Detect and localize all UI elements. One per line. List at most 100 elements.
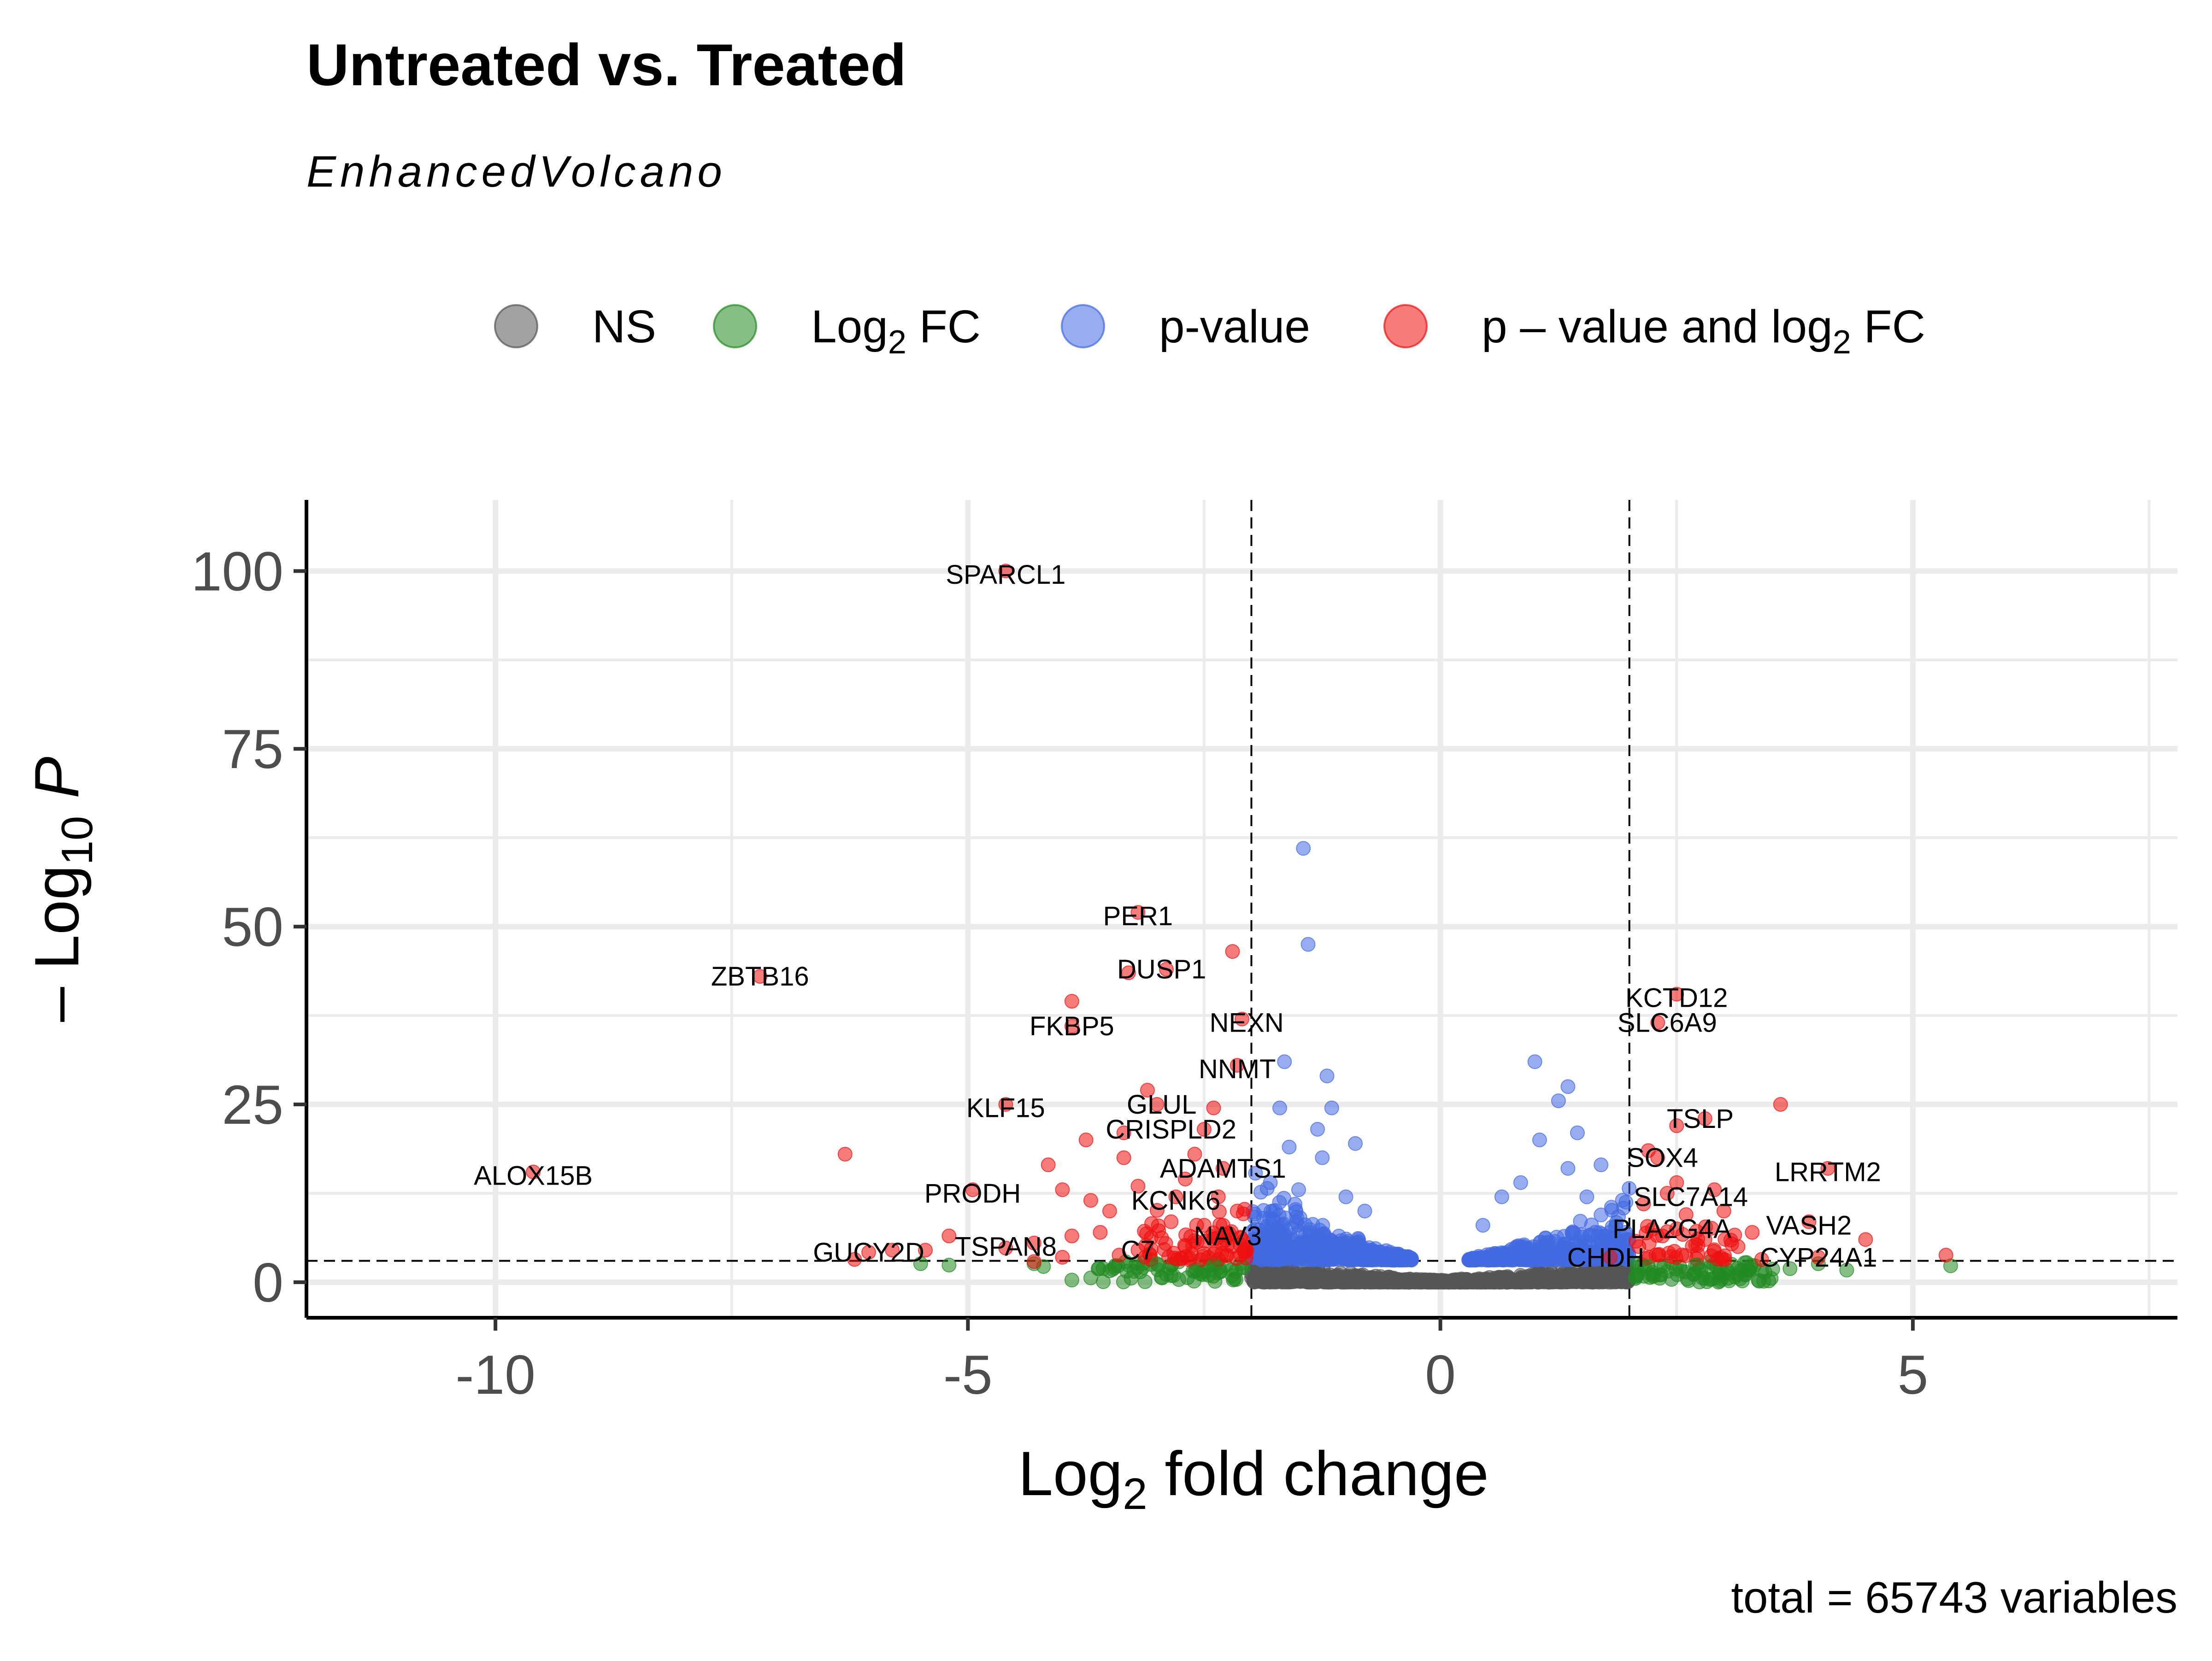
legend-label-pfc: p – value and log2 FC	[1482, 301, 1925, 361]
y-tick-label: 100	[191, 540, 283, 602]
legend: NS Log2 FC p-value p – value and log2 FC	[494, 301, 1925, 361]
data-points	[526, 563, 1958, 1290]
y-axis-label-gap	[22, 798, 92, 816]
gene-label: CHDH	[1567, 1243, 1645, 1273]
x-tick-label: -10	[455, 1344, 535, 1406]
significant-point	[1102, 1203, 1117, 1219]
logfc-point	[1783, 1261, 1798, 1276]
significant-point	[1041, 1157, 1056, 1173]
pvalue-point	[1494, 1189, 1509, 1204]
y-tick-label: 0	[253, 1252, 283, 1314]
ns-point	[1271, 1273, 1287, 1288]
ns-point	[1351, 1274, 1366, 1290]
gene-label: FKBP5	[1030, 1011, 1114, 1041]
significant-point	[1678, 1248, 1693, 1263]
legend-text: p – value and log	[1482, 301, 1833, 352]
pvalue-point	[1288, 1204, 1304, 1219]
logfc-point	[1839, 1262, 1854, 1278]
pvalue-point	[1482, 1252, 1497, 1268]
pvalue-point	[1324, 1100, 1339, 1115]
y-tick-label: 50	[222, 896, 283, 958]
significant-point	[1116, 1125, 1131, 1140]
significant-point	[1116, 1150, 1131, 1165]
significant-point	[1206, 1100, 1221, 1115]
significant-point	[1177, 1172, 1193, 1187]
labeled-point	[1820, 1161, 1835, 1176]
gene-label: ALOX15B	[474, 1161, 593, 1191]
pvalue-point	[1609, 1215, 1624, 1230]
significant-point	[1858, 1232, 1873, 1247]
labeled-point	[1650, 1015, 1665, 1030]
y-axis-label-sub: 10	[53, 816, 102, 865]
pvalue-point	[1541, 1234, 1556, 1250]
significant-point	[1055, 1250, 1070, 1265]
labeled-point	[1196, 1121, 1212, 1137]
labeled-point	[965, 1182, 980, 1197]
labeled-point	[1159, 962, 1174, 977]
significant-point	[1745, 1225, 1760, 1240]
logfc-point	[1736, 1262, 1752, 1277]
legend-swatch-pfc	[1383, 304, 1428, 348]
pvalue-point	[1506, 1252, 1522, 1267]
significant-point	[1130, 1179, 1146, 1194]
logfc-point	[1102, 1263, 1117, 1279]
logfc-point	[941, 1257, 957, 1273]
significant-point	[918, 1243, 933, 1258]
pvalue-point	[1618, 1244, 1633, 1260]
logfc-point	[1641, 1259, 1656, 1274]
pvalue-point	[1529, 1246, 1544, 1262]
significant-point	[1707, 1182, 1722, 1197]
pvalue-point	[1464, 1252, 1479, 1267]
logfc-point	[1124, 1271, 1139, 1286]
labeled-point	[1149, 1097, 1165, 1112]
significant-point	[1704, 1221, 1719, 1236]
chart-caption: total = 65743 variables	[1731, 1573, 2177, 1622]
y-axis-label-italic: P	[22, 757, 92, 798]
pvalue-point	[1296, 841, 1311, 856]
ns-point	[1414, 1273, 1429, 1288]
significant-point	[1182, 1250, 1197, 1266]
labeled-point	[1215, 1161, 1230, 1176]
legend-label-p: p-value	[1159, 301, 1310, 352]
labeled-point	[1230, 1058, 1245, 1073]
gene-label: C7	[1121, 1235, 1155, 1265]
labeled-point	[998, 563, 1013, 579]
significant-point	[1158, 1236, 1173, 1251]
significant-point	[1196, 1218, 1212, 1233]
pvalue-point	[1299, 1252, 1314, 1267]
pvalue-point	[1344, 1249, 1359, 1264]
pvalue-point	[1248, 1166, 1263, 1181]
ns-point	[1559, 1274, 1574, 1290]
labeled-point	[1603, 1250, 1618, 1265]
gene-label: ADAMTS1	[1160, 1154, 1286, 1184]
x-tick-label: -5	[943, 1344, 993, 1406]
pvalue-point	[1527, 1054, 1542, 1069]
significant-point	[1669, 1175, 1684, 1190]
gene-label: TSLP	[1667, 1104, 1734, 1134]
significant-point	[1083, 1193, 1098, 1208]
labeled-point	[998, 1097, 1013, 1112]
labeled-point	[1168, 1189, 1183, 1204]
pvalue-point	[1391, 1250, 1406, 1266]
gene-label: GUCY2D	[813, 1238, 924, 1268]
significant-point	[1055, 1182, 1070, 1197]
significant-point	[1026, 1254, 1041, 1269]
ns-point	[1593, 1272, 1608, 1287]
x-axis-label-rest: fold change	[1147, 1438, 1489, 1508]
labeled-point	[1697, 1111, 1712, 1126]
axes	[305, 500, 2177, 1320]
significant-point	[1149, 1203, 1165, 1218]
labeled-point	[1811, 1250, 1826, 1265]
ns-point	[1365, 1274, 1381, 1290]
x-axis-label-base: Log	[1018, 1438, 1123, 1508]
y-axis-ticks: 0 25 50 75 100	[191, 540, 306, 1314]
y-axis-label: – Log10 P	[22, 757, 102, 1022]
significant-point	[1144, 1230, 1159, 1245]
significant-point	[1938, 1248, 1953, 1263]
gene-label: KLF15	[966, 1093, 1045, 1123]
pvalue-point	[1315, 1150, 1330, 1165]
legend-label-ns: NS	[592, 301, 656, 352]
pvalue-point	[1310, 1121, 1325, 1137]
pvalue-point	[1513, 1175, 1528, 1190]
logfc-point	[1187, 1264, 1202, 1279]
